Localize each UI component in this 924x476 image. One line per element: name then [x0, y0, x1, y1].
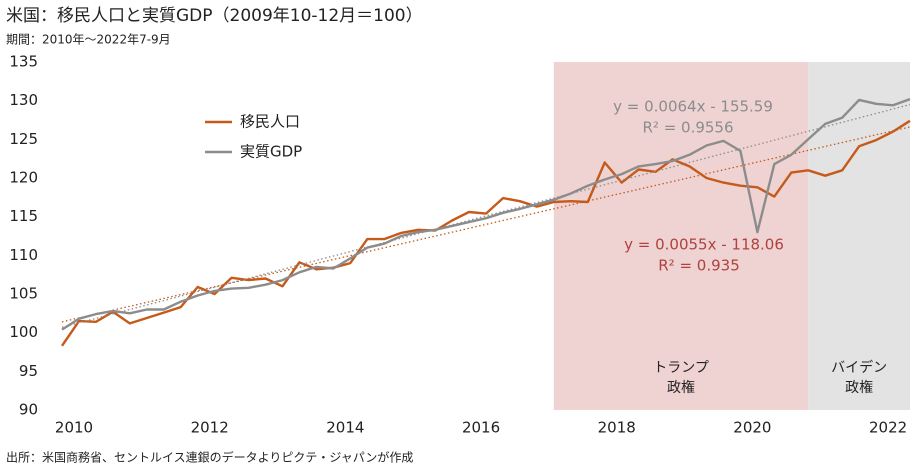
- y-tick-label: 115: [9, 207, 38, 225]
- x-tick-label: 2018: [598, 419, 636, 437]
- source: 出所：米国商務省、セントルイス連銀のデータよりピクテ・ジャパンが作成: [6, 450, 413, 465]
- series-line: [61, 97, 911, 331]
- legend-label: 移民人口: [240, 113, 300, 131]
- region-label: 政権: [845, 379, 873, 396]
- annotation: R² = 0.9556: [642, 119, 733, 137]
- legend-label: 実質GDP: [240, 143, 302, 161]
- region-label: バイデン: [831, 359, 887, 376]
- y-tick-label: 100: [9, 323, 38, 341]
- y-tick-label: 130: [9, 91, 38, 109]
- y-tick-label: 125: [9, 130, 38, 148]
- y-tick-label: 135: [9, 53, 38, 71]
- y-tick-label: 120: [9, 169, 38, 187]
- annotation: R² = 0.935: [658, 257, 739, 275]
- series-line: [61, 119, 911, 347]
- x-tick-label: 2014: [326, 419, 364, 437]
- x-tick-label: 2010: [55, 419, 93, 437]
- subtitle: 期間：2010年～2022年7-9月: [6, 33, 171, 47]
- y-tick-label: 90: [19, 401, 38, 419]
- backgrounds: [553, 62, 910, 410]
- x-tick-label: 2016: [462, 419, 500, 437]
- y-tick-label: 110: [9, 246, 38, 264]
- shaded-region: [553, 62, 809, 410]
- y-tick-label: 95: [19, 362, 38, 380]
- shaded-region: [808, 62, 910, 410]
- annotation: y = 0.0064x - 155.59: [613, 98, 773, 116]
- region-label: トランプ: [653, 360, 709, 376]
- annotation: y = 0.0055x - 118.06: [624, 236, 784, 254]
- chart-title: 米国：移民人口と実質GDP（2009年10-12月＝100）: [6, 6, 423, 26]
- x-tick-label: 2020: [733, 419, 771, 437]
- x-tick-label: 2022: [869, 419, 907, 437]
- region-label: 政権: [667, 379, 695, 396]
- y-tick-label: 105: [9, 285, 38, 303]
- x-tick-label: 2012: [191, 419, 229, 437]
